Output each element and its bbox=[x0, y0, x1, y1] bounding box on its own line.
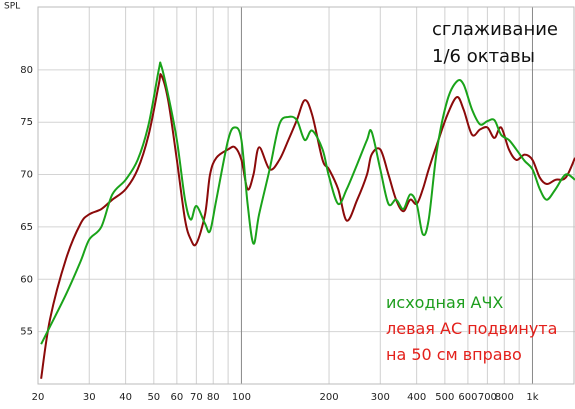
legend-entry: исходная АЧХ bbox=[386, 293, 504, 312]
y-tick-label: 70 bbox=[20, 170, 33, 181]
x-tick-label: 20 bbox=[32, 392, 45, 403]
x-tick-label: 200 bbox=[319, 392, 338, 403]
x-tick-label: 40 bbox=[119, 392, 132, 403]
x-tick-label: 70 bbox=[190, 392, 203, 403]
y-tick-label: 80 bbox=[20, 65, 33, 76]
y-tick-label: 75 bbox=[20, 117, 33, 128]
y-tick-label: 60 bbox=[20, 274, 33, 285]
x-tick-label: 700 bbox=[478, 392, 497, 403]
annotation: сглаживание 1/6 октавы bbox=[432, 19, 558, 67]
x-tick-label: 50 bbox=[147, 392, 160, 403]
x-tick-label: 300 bbox=[371, 392, 390, 403]
y-tick-label: 55 bbox=[20, 327, 33, 338]
x-tick-label: 60 bbox=[170, 392, 183, 403]
y-axis-label: SPL bbox=[4, 2, 20, 12]
x-tick-label: 30 bbox=[83, 392, 96, 403]
legend-entry: левая АС подвинута на 50 см вправо bbox=[386, 319, 558, 364]
x-tick-label: 600 bbox=[458, 392, 477, 403]
x-tick-label: 500 bbox=[435, 392, 454, 403]
x-tick-label: 80 bbox=[207, 392, 220, 403]
x-tick-label: 100 bbox=[232, 392, 251, 403]
x-tick-label: 400 bbox=[407, 392, 426, 403]
plot-frame bbox=[37, 6, 575, 385]
series-line bbox=[40, 61, 575, 345]
x-tick-label: 800 bbox=[495, 392, 514, 403]
series-line bbox=[40, 73, 575, 379]
x-tick-label: 1k bbox=[526, 392, 538, 403]
y-tick-label: 65 bbox=[20, 222, 33, 233]
